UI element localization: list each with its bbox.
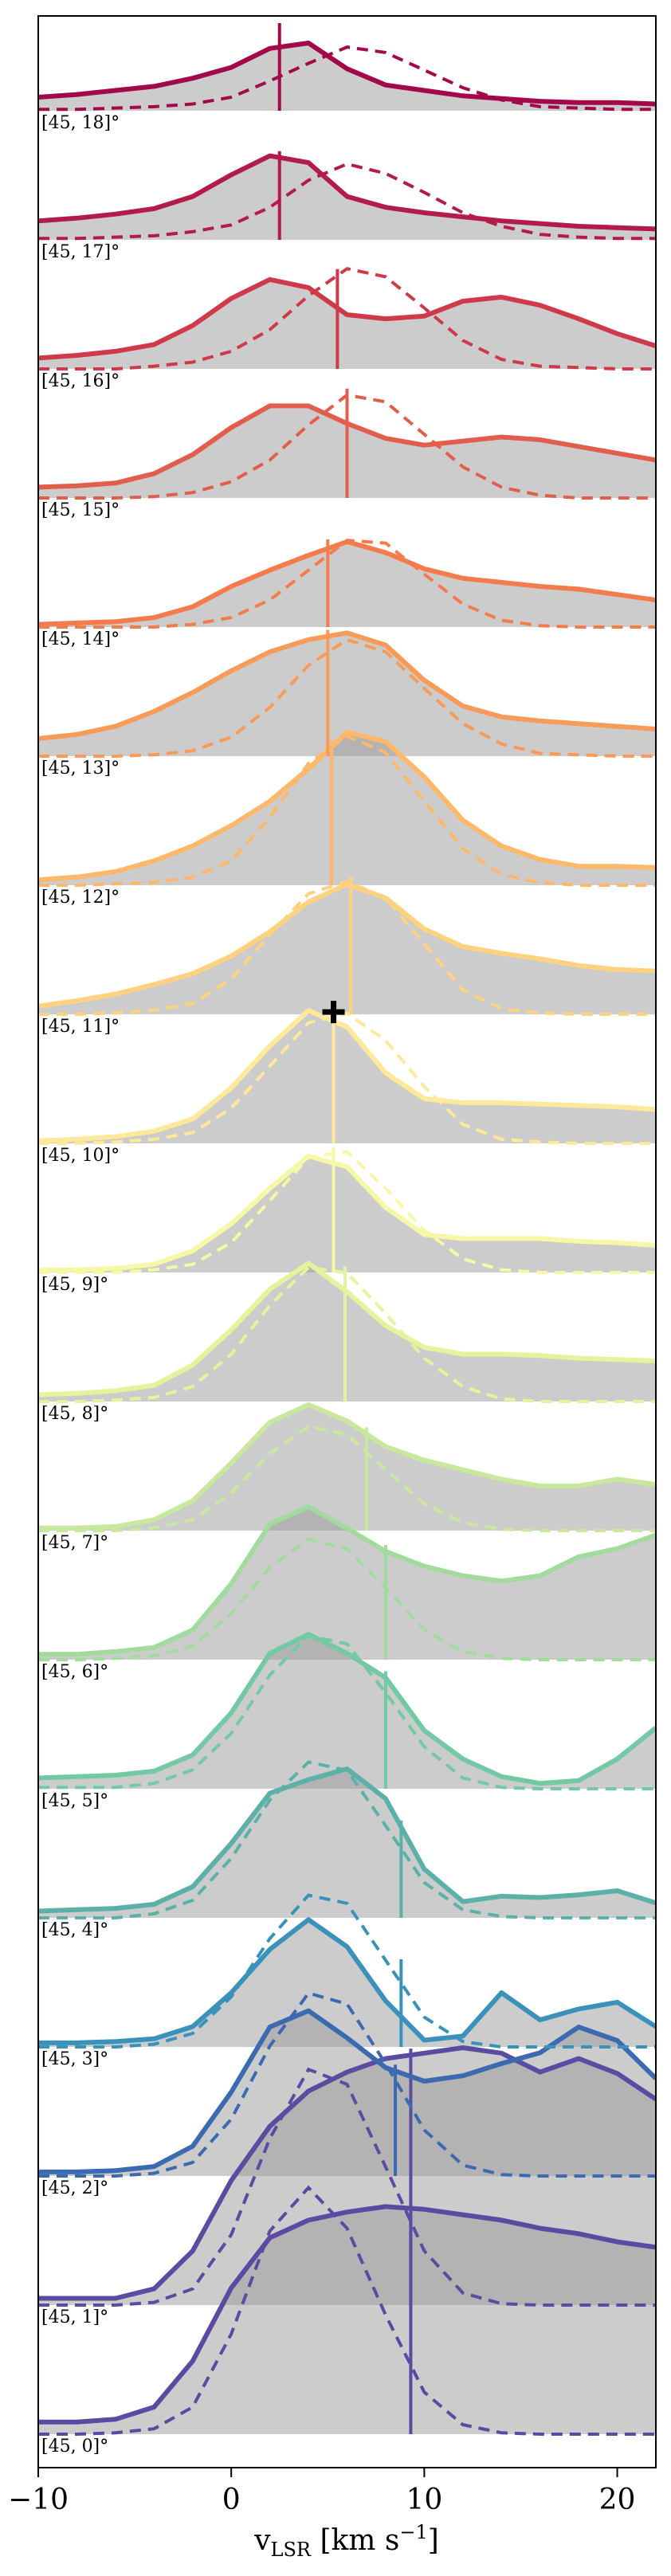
- spectrum-line-14: [38, 1766, 656, 1914]
- panel-label-18: [45, 0]°: [41, 2437, 108, 2456]
- model-line-8: [38, 1011, 656, 1145]
- spectrum-fill-0: [38, 43, 656, 111]
- x-tick-label-3: 20: [599, 2484, 636, 2516]
- spectrum-fill-12: [38, 1506, 656, 1660]
- spectrum-fill-13: [38, 1634, 656, 1789]
- model-line-13: [38, 1633, 656, 1790]
- panel-label-4: [45, 14]°: [41, 629, 120, 649]
- model-line-9: [38, 1150, 656, 1274]
- spectrum-line-13: [38, 1632, 656, 1786]
- x-tick-label-0: −10: [8, 2484, 69, 2516]
- panel-label-3: [45, 15]°: [41, 500, 120, 520]
- x-axis-label: vLSR [km s−1]: [253, 2521, 439, 2561]
- spectrum-line-12: [38, 1504, 656, 1657]
- panel-label-17: [45, 1]°: [41, 2307, 108, 2327]
- model-line-17: [38, 2067, 656, 2307]
- spectrum-line-1: [38, 153, 656, 232]
- spectrum-line-10: [38, 1261, 656, 1398]
- spectrum-fill-9: [38, 1155, 656, 1272]
- model-line-18: [38, 2185, 656, 2436]
- spectrum-line-16: [38, 2008, 656, 2174]
- panel-label-0: [45, 18]°: [41, 113, 120, 133]
- panel-label-7: [45, 11]°: [41, 1017, 120, 1037]
- axes-frame: [37, 15, 657, 2468]
- spectrum-line-7: [38, 881, 656, 1009]
- spectrum-line-18: [38, 2204, 656, 2425]
- spectrum-line-8: [38, 1008, 656, 1143]
- panel-label-6: [45, 12]°: [41, 888, 120, 908]
- model-line-15: [38, 1893, 656, 2049]
- model-line-2: [38, 267, 656, 371]
- spectrum-line-15: [38, 1917, 656, 2045]
- panel-label-13: [45, 5]°: [41, 1791, 108, 1811]
- panel-label-14: [45, 4]°: [41, 1920, 108, 1940]
- panel-label-2: [45, 16]°: [41, 371, 120, 391]
- spectrum-line-4: [38, 539, 656, 627]
- spectrum-fill-15: [38, 1919, 656, 2047]
- spectrum-line-0: [38, 41, 656, 107]
- spectrum-fill-7: [38, 884, 656, 1014]
- spectrum-line-9: [38, 1153, 656, 1272]
- panel-labels: [45, 18]° [45, 17]° [45, 16]° [45, 15]° [45,…: [41, 113, 120, 2456]
- spectrum-fill-11: [38, 1404, 656, 1531]
- model-line-6: [38, 734, 656, 887]
- x-axis: −10 0 10 20: [8, 2468, 635, 2516]
- spectrum-line-2: [38, 276, 656, 361]
- spectrum-line-11: [38, 1402, 656, 1531]
- spectrum-line-17: [38, 2045, 656, 2301]
- model-line-12: [38, 1537, 656, 1661]
- panel-label-9: [45, 9]°: [41, 1275, 108, 1295]
- panel-label-10: [45, 8]°: [41, 1404, 108, 1424]
- spectrum-line-5: [38, 630, 656, 741]
- model-line-7: [38, 880, 656, 1016]
- spectrum-fill-2: [38, 279, 656, 369]
- spectrum-fill-8: [38, 1010, 656, 1143]
- spectrum-fill-10: [38, 1263, 656, 1402]
- panel-label-16: [45, 2]°: [41, 2178, 108, 2198]
- x-tick-label-1: 0: [222, 2484, 241, 2516]
- panel-label-8: [45, 10]°: [41, 1146, 120, 1166]
- panel-label-15: [45, 3]°: [41, 2049, 108, 2069]
- spectrum-line-6: [38, 729, 656, 883]
- panel-label-11: [45, 7]°: [41, 1533, 108, 1553]
- x-tick-label-2: 10: [406, 2484, 442, 2516]
- selected-position-marker: [322, 1001, 345, 1024]
- spectrum-fill-14: [38, 1769, 656, 1918]
- panel-label-1: [45, 17]°: [41, 242, 120, 262]
- model-line-0: [38, 45, 656, 112]
- panel-label-12: [45, 6]°: [41, 1662, 108, 1682]
- spectrum-fill-16: [38, 2010, 656, 2176]
- model-line-5: [38, 637, 656, 758]
- plot-area: [38, 23, 656, 2436]
- spectrum-fill-4: [38, 541, 656, 627]
- spectrum-fill-5: [38, 633, 656, 756]
- panel-label-5: [45, 13]°: [41, 759, 120, 778]
